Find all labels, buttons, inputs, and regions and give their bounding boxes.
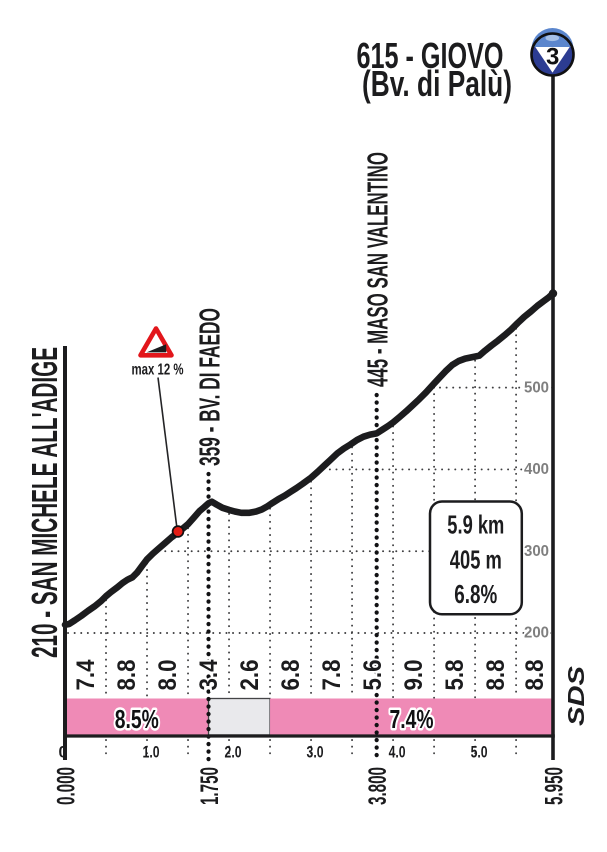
elevation-tick-label: 400 — [524, 461, 549, 478]
max-gradient-callout: max 12 % — [132, 326, 184, 528]
gradient-value: 2.6 — [236, 660, 264, 691]
stats-box: 5.9 km 405 m 6.8% — [428, 500, 524, 616]
gradient-value: 7.8 — [318, 659, 346, 690]
km-tick-label: 4.0 — [389, 743, 406, 762]
gradient-value: 3.4 — [195, 659, 223, 690]
avg-gradient-label: 7.4% — [390, 704, 434, 734]
km-tick-label: 3.0 — [307, 743, 324, 762]
start-place-label: 210 - SAN MICHELE ALL'ADIGE — [24, 347, 65, 658]
stats-box-frame — [428, 500, 524, 616]
km-value-label: 0.000 — [53, 767, 81, 805]
avg-gradient-segment — [207, 697, 271, 736]
waypoint-label: 445 - MASO SAN VALENTINO — [363, 152, 395, 387]
sds-watermark: SDS — [563, 665, 589, 726]
elevation-tick-labels: 200 300 400 500 — [522, 377, 551, 643]
stats-avg-gradient: 6.8% — [454, 579, 497, 609]
gradient-value: 5.6 — [359, 660, 387, 691]
badge-gloss-highlight — [545, 34, 560, 42]
avg-gradient-segment — [270, 698, 553, 735]
profile-line — [61, 290, 557, 629]
elevation-tick-label: 200 — [524, 625, 549, 642]
gradient-value: 8.8 — [482, 659, 510, 690]
gradient-value: 7.4 — [72, 659, 100, 690]
badge-category-number: 3 — [546, 44, 559, 71]
gradient-value: 8.8 — [521, 659, 549, 690]
elevation-tick-label: 500 — [524, 379, 549, 396]
callout-connector-line — [157, 377, 178, 528]
km-tick-label: 1.0 — [143, 743, 160, 762]
warning-triangle-slope-icon — [146, 344, 167, 353]
profile-endpoint-dot — [548, 289, 558, 298]
badge-triangle — [535, 47, 570, 73]
gradient-value: 5.8 — [441, 659, 469, 690]
title-line2: (Bv. di Palù) — [362, 63, 512, 104]
gradient-value-labels: 7.4 8.8 8.0 3.4 2.6 6.8 7.8 5.6 9.0 5.8 8.8 8.8 — [70, 657, 551, 692]
waypoint-labels: 359 - BV. DI FAEDO 445 - MASO SAN VALENTI… — [195, 152, 395, 466]
gradient-value: 6.8 — [277, 659, 305, 690]
waypoint-label: 359 - BV. DI FAEDO — [195, 308, 227, 466]
avg-gradient-bar: 8.5% 7.4% — [65, 697, 553, 737]
badge-ring — [530, 32, 575, 77]
km-tick-label: 5.0 — [471, 743, 488, 762]
km-value-label: 3.800 — [364, 767, 392, 805]
elevation-tick-label: 300 — [524, 543, 549, 560]
km-value-label: 5.950 — [541, 767, 569, 805]
km-value-label: 1.750 — [196, 767, 224, 805]
elevation-gridlines — [67, 386, 554, 634]
category-badge: 3 — [530, 28, 575, 77]
max-gradient-point-dot — [171, 525, 185, 538]
profile-polyline — [61, 290, 557, 629]
km-tick-label: 2.0 — [225, 743, 242, 762]
waypoint-marker-lines — [206, 392, 379, 765]
stats-distance: 5.9 km — [447, 510, 504, 540]
gradient-value: 8.8 — [113, 659, 141, 690]
avg-gradient-segment — [65, 698, 209, 735]
max-gradient-label: max 12 % — [132, 362, 184, 379]
gradient-value: 8.0 — [154, 660, 182, 691]
avg-gradient-label: 8.5% — [115, 704, 159, 734]
stats-elevation-gain: 405 m — [450, 545, 502, 575]
gradient-value: 9.0 — [400, 660, 428, 691]
title-line1: 615 - GIOVO — [357, 35, 504, 76]
